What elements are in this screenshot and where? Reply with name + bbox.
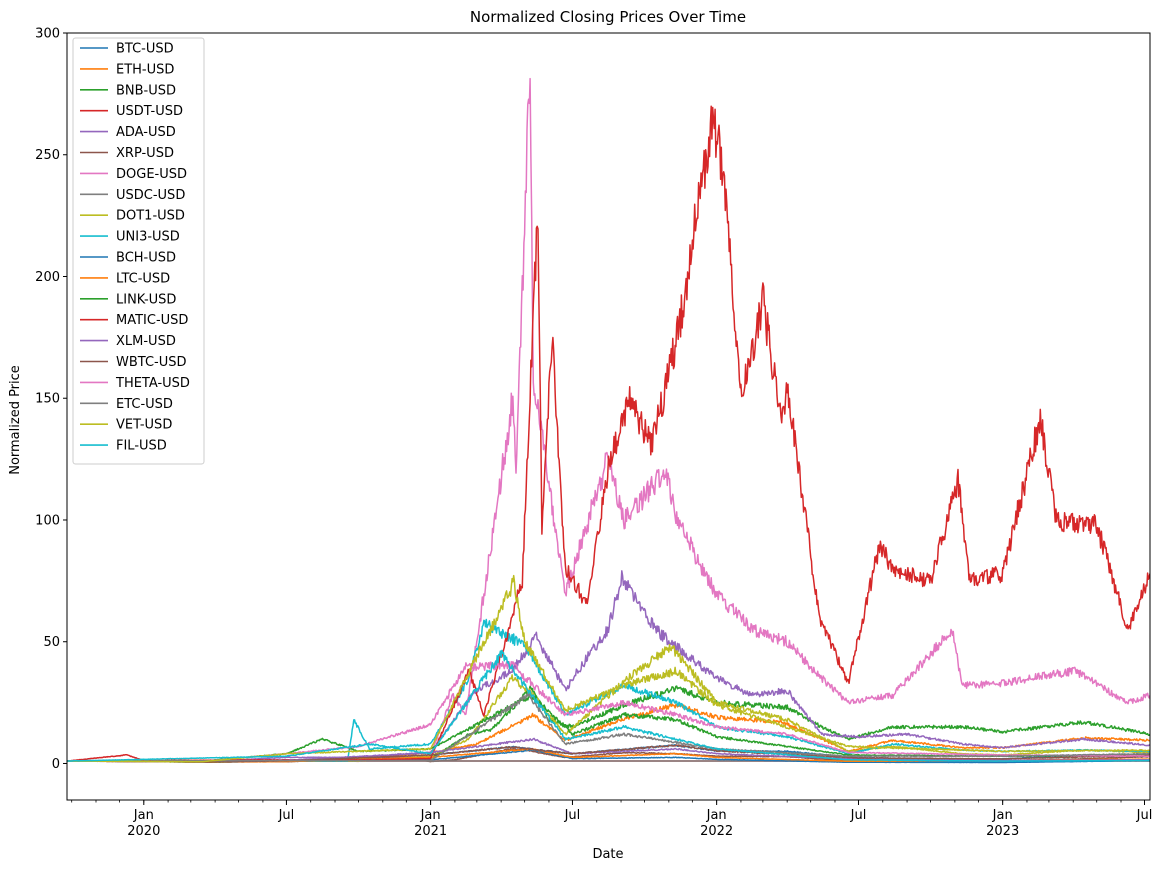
x-tick-label: Jan	[992, 808, 1013, 823]
series-line-etc-usd	[67, 692, 1150, 762]
x-tick-label: Jan	[420, 808, 441, 823]
x-tick-label: Jul	[564, 808, 581, 823]
y-tick-label: 0	[52, 757, 60, 772]
x-tick-year-label: 2020	[127, 824, 160, 839]
y-tick-label: 50	[43, 635, 60, 650]
series-line-matic-usd	[67, 105, 1150, 762]
y-axis-label: Normalized Price	[8, 365, 23, 475]
legend-label: DOT1-USD	[116, 209, 185, 224]
legend-label: FIL-USD	[116, 439, 167, 454]
series-line-ada-usd	[67, 570, 1150, 763]
x-tick-label: Jul	[278, 808, 295, 823]
x-tick-year-label: 2021	[414, 824, 447, 839]
legend-label: BTC-USD	[116, 42, 174, 57]
x-tick-label: Jan	[133, 808, 154, 823]
x-tick-label: Jul	[1136, 808, 1153, 823]
legend-label: VET-USD	[116, 418, 172, 433]
x-axis-label: Date	[592, 847, 623, 862]
legend: BTC-USD ETH-USD BNB-USD USDT-USD ADA-USD XRP-…	[72, 37, 205, 465]
legend-label: XRP-USD	[116, 146, 174, 161]
legend-label: USDT-USD	[116, 104, 183, 119]
series-line-doge-usd	[67, 77, 1150, 763]
legend-label: LINK-USD	[116, 292, 176, 307]
legend-label: ETH-USD	[116, 62, 174, 77]
plot-frame	[66, 32, 1151, 801]
x-tick-year-label: 2023	[986, 824, 1019, 839]
legend-label: MATIC-USD	[116, 313, 188, 328]
plot-area	[67, 77, 1150, 764]
legend-label: WBTC-USD	[116, 355, 187, 370]
legend-label: BCH-USD	[116, 251, 176, 266]
legend-label: UNI3-USD	[116, 230, 180, 245]
chart-title: Normalized Closing Prices Over Time	[470, 8, 746, 26]
y-tick-label: 200	[35, 270, 60, 285]
y-tick-label: 300	[35, 27, 60, 42]
y-tick-label: 150	[35, 392, 60, 407]
x-tick-year-label: 2022	[700, 824, 733, 839]
legend-label: ADA-USD	[116, 125, 176, 140]
legend-label: USDC-USD	[116, 188, 185, 203]
legend-label: BNB-USD	[116, 83, 176, 98]
x-tick-label: Jul	[850, 808, 867, 823]
series-line-fil-usd	[67, 649, 1150, 762]
legend-box	[72, 37, 205, 465]
legend-label: LTC-USD	[116, 271, 170, 286]
x-tick-label: Jan	[706, 808, 727, 823]
legend-label: ETC-USD	[116, 397, 173, 412]
series-line-dot1-usd	[67, 643, 1150, 762]
legend-label: XLM-USD	[116, 334, 176, 349]
legend-label: THETA-USD	[115, 376, 190, 391]
y-tick-label: 100	[35, 513, 60, 528]
series-line-vet-usd	[67, 574, 1150, 763]
y-tick-label: 250	[35, 148, 60, 163]
legend-label: DOGE-USD	[116, 167, 187, 182]
